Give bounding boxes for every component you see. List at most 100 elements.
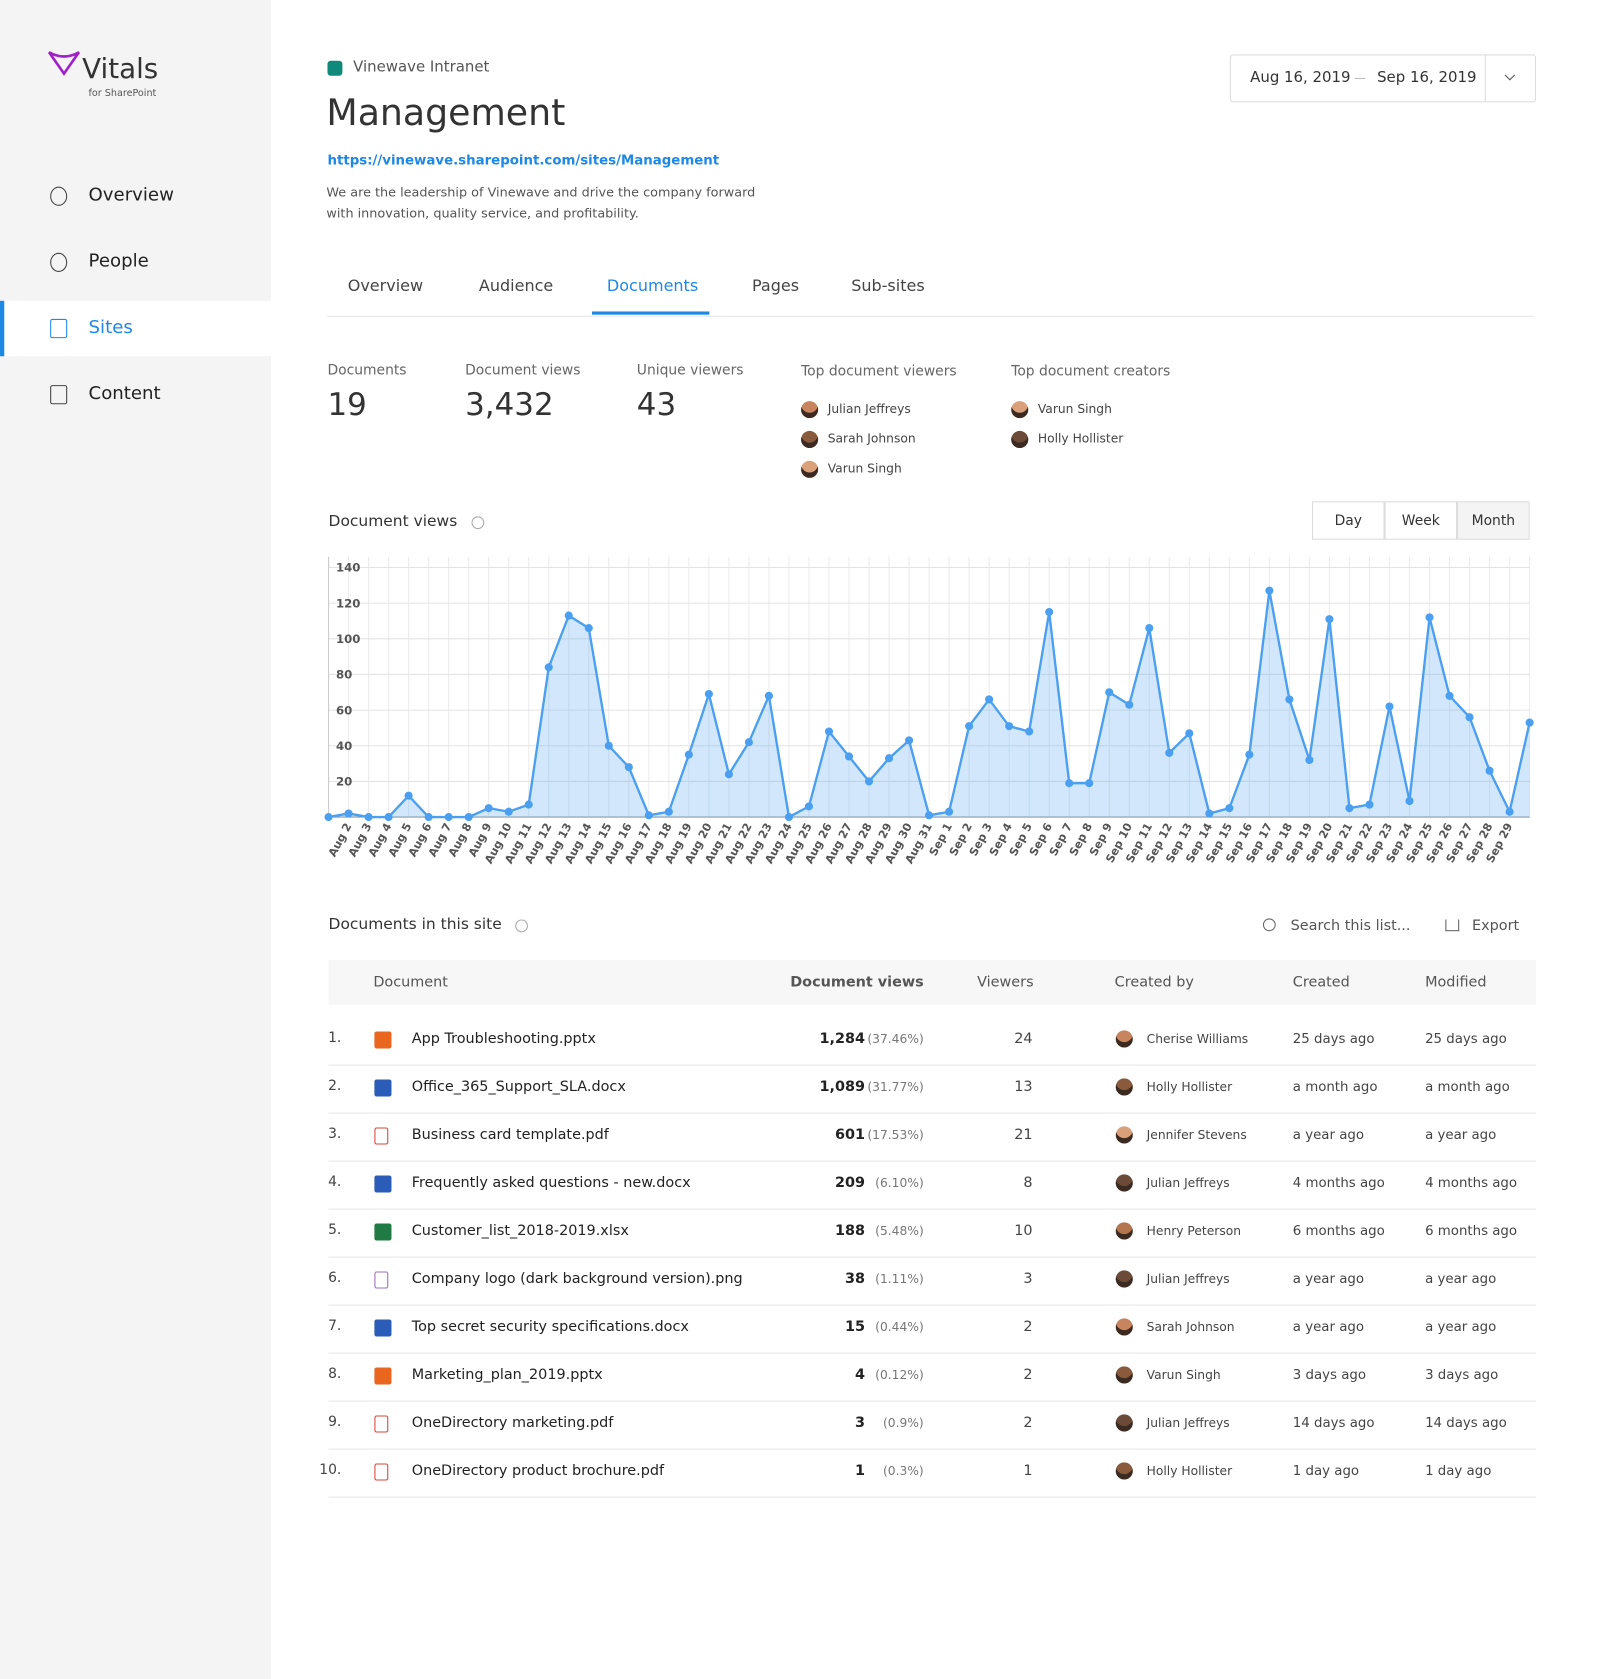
info-icon xyxy=(515,919,529,933)
tab[interactable]: Audience xyxy=(478,276,554,296)
document-name[interactable]: Company logo (dark background version).p… xyxy=(411,1270,743,1288)
y-tick-label: 60 xyxy=(336,703,352,717)
nav-icon xyxy=(50,252,68,273)
stat-label: Documents xyxy=(327,362,407,379)
document-name[interactable]: App Troubleshooting.pptx xyxy=(411,1030,596,1048)
data-point xyxy=(504,807,513,816)
stat-value: 3,432 xyxy=(465,386,554,423)
document-name[interactable]: Office_365_Support_SLA.docx xyxy=(411,1078,626,1096)
viewers: 24 xyxy=(1014,1030,1033,1048)
data-point xyxy=(1245,750,1254,759)
document-name[interactable]: Customer_list_2018-2019.xlsx xyxy=(411,1222,629,1240)
nav-icon xyxy=(50,186,68,206)
document-name[interactable]: OneDirectory product brochure.pdf xyxy=(411,1462,665,1480)
created: 25 days ago xyxy=(1292,1030,1375,1047)
granularity-button[interactable]: Week xyxy=(1384,501,1458,540)
document-name[interactable]: OneDirectory marketing.pdf xyxy=(411,1414,614,1432)
column-header[interactable]: Created xyxy=(1292,973,1350,991)
tab[interactable]: Pages xyxy=(752,276,800,296)
created-by: Holly Hollister xyxy=(1146,1463,1233,1479)
row-divider xyxy=(328,1352,1537,1354)
data-point xyxy=(1225,804,1234,813)
data-point xyxy=(1025,727,1034,736)
granularity-label: Month xyxy=(1471,513,1516,530)
column-header[interactable]: Created by xyxy=(1114,973,1194,991)
nav-item[interactable]: Overview xyxy=(88,184,174,206)
avatar xyxy=(801,460,819,478)
data-point xyxy=(1165,748,1174,757)
date-picker[interactable]: Aug 16, 2019 Sep 16, 2019 xyxy=(1229,54,1537,103)
tab[interactable]: Documents xyxy=(606,276,699,296)
data-point xyxy=(1085,779,1094,788)
avatar xyxy=(1115,1270,1133,1288)
column-header[interactable]: Document xyxy=(373,973,448,991)
date-divider xyxy=(1484,55,1486,102)
document-views: 1 xyxy=(855,1462,866,1480)
file-icon xyxy=(374,1079,392,1097)
granularity-button[interactable]: Month xyxy=(1457,501,1530,540)
data-point xyxy=(1285,695,1294,704)
granularity-label: Week xyxy=(1401,513,1440,530)
data-point xyxy=(644,811,653,820)
modified: 14 days ago xyxy=(1425,1414,1507,1431)
rank: 9. xyxy=(328,1414,342,1431)
table-header-bg xyxy=(328,960,1537,1005)
data-point xyxy=(804,802,814,811)
avatar xyxy=(801,430,819,449)
avatar xyxy=(1115,1414,1133,1432)
created: a year ago xyxy=(1292,1318,1365,1335)
data-point xyxy=(464,813,473,822)
column-header[interactable]: Document views xyxy=(790,973,924,991)
tab[interactable]: Sub-sites xyxy=(851,276,925,296)
avatar xyxy=(801,401,819,419)
nav-item[interactable]: People xyxy=(88,250,149,273)
page-title: Management xyxy=(326,91,566,135)
export-button[interactable]: Export xyxy=(1472,917,1520,935)
viewers: 13 xyxy=(1014,1078,1033,1096)
data-point xyxy=(1105,688,1114,697)
search-input[interactable]: Search this list... xyxy=(1290,917,1411,935)
brand: Vitals xyxy=(82,53,159,86)
document-name[interactable]: Marketing_plan_2019.pptx xyxy=(411,1366,603,1384)
stat-value: 43 xyxy=(636,386,677,423)
nav-icon xyxy=(50,318,68,339)
row-divider xyxy=(328,1304,1537,1306)
data-point xyxy=(1345,804,1354,813)
document-views: 3 xyxy=(855,1414,866,1432)
data-point xyxy=(424,813,433,822)
granularity-button[interactable]: Day xyxy=(1312,501,1385,540)
rank: 2. xyxy=(328,1078,342,1095)
rank: 7. xyxy=(328,1318,342,1335)
created-by: Julian Jeffreys xyxy=(1146,1415,1230,1431)
document-name[interactable]: Top secret security specifications.docx xyxy=(411,1318,689,1336)
data-point xyxy=(1405,796,1414,806)
nav-item[interactable]: Content xyxy=(88,382,161,405)
views-share: (0.12%) xyxy=(875,1367,924,1383)
y-tick-label: 120 xyxy=(336,596,360,610)
site-name: Vinewave Intranet xyxy=(353,58,490,76)
data-point xyxy=(484,804,493,813)
document-views: 209 xyxy=(835,1174,866,1192)
site-url[interactable]: https://vinewave.sharepoint.com/sites/Ma… xyxy=(327,151,720,168)
document-name[interactable]: Business card template.pdf xyxy=(411,1126,609,1144)
modified: a year ago xyxy=(1425,1126,1497,1143)
data-point xyxy=(1385,702,1394,711)
document-views: 38 xyxy=(845,1270,866,1288)
data-point xyxy=(764,691,773,700)
document-name[interactable]: Frequently asked questions - new.docx xyxy=(411,1174,691,1192)
avatar xyxy=(1115,1222,1133,1240)
tab[interactable]: Overview xyxy=(347,276,424,296)
file-icon xyxy=(374,1367,392,1385)
rank: 4. xyxy=(328,1174,342,1191)
search-icon xyxy=(1262,918,1276,932)
modified: 25 days ago xyxy=(1425,1030,1507,1047)
row-divider xyxy=(328,1400,1537,1402)
tab-underline xyxy=(592,311,710,315)
nav-item[interactable]: Sites xyxy=(88,316,133,339)
column-header[interactable]: Viewers xyxy=(977,973,1034,991)
column-header[interactable]: Modified xyxy=(1425,973,1487,991)
document-views: 188 xyxy=(835,1222,866,1240)
data-point xyxy=(1305,755,1314,765)
data-point xyxy=(1205,809,1214,818)
row-divider xyxy=(328,1208,1537,1210)
